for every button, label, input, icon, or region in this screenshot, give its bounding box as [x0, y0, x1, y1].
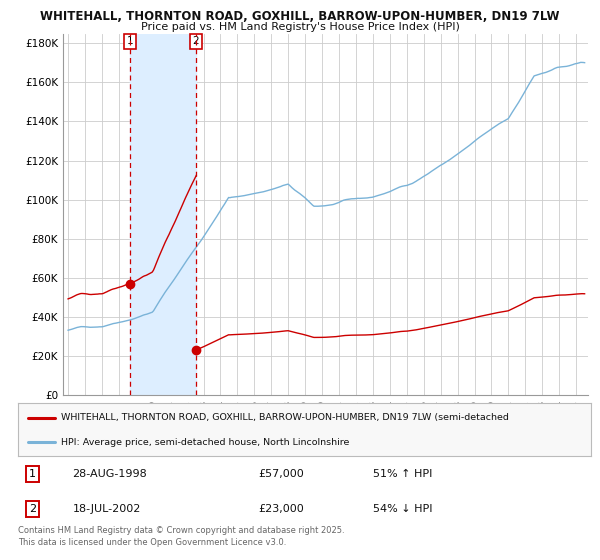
Text: £23,000: £23,000: [259, 504, 304, 514]
Text: 2: 2: [29, 504, 36, 514]
Text: £57,000: £57,000: [259, 469, 304, 479]
Text: 28-AUG-1998: 28-AUG-1998: [73, 469, 147, 479]
Text: 2: 2: [193, 36, 199, 46]
Text: HPI: Average price, semi-detached house, North Lincolnshire: HPI: Average price, semi-detached house,…: [61, 437, 349, 446]
Text: Price paid vs. HM Land Registry's House Price Index (HPI): Price paid vs. HM Land Registry's House …: [140, 22, 460, 32]
Text: 1: 1: [127, 36, 133, 46]
Text: Contains HM Land Registry data © Crown copyright and database right 2025.
This d: Contains HM Land Registry data © Crown c…: [18, 526, 344, 547]
Text: WHITEHALL, THORNTON ROAD, GOXHILL, BARROW-UPON-HUMBER, DN19 7LW (semi-detached: WHITEHALL, THORNTON ROAD, GOXHILL, BARRO…: [61, 413, 509, 422]
Text: WHITEHALL, THORNTON ROAD, GOXHILL, BARROW-UPON-HUMBER, DN19 7LW: WHITEHALL, THORNTON ROAD, GOXHILL, BARRO…: [40, 10, 560, 23]
Text: 51% ↑ HPI: 51% ↑ HPI: [373, 469, 433, 479]
Bar: [130, 34, 196, 395]
Text: 1: 1: [29, 469, 36, 479]
Text: 18-JUL-2002: 18-JUL-2002: [73, 504, 141, 514]
Text: 54% ↓ HPI: 54% ↓ HPI: [373, 504, 433, 514]
